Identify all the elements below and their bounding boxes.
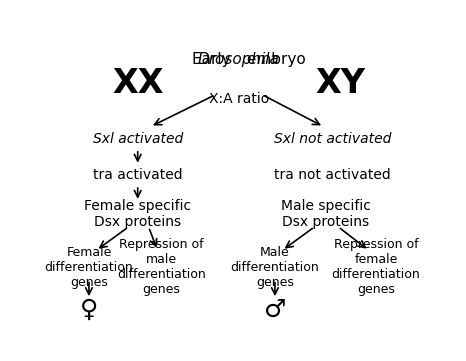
Text: Repression of
female
differentiation
genes: Repression of female differentiation gen…	[332, 238, 420, 296]
Text: Drosophila: Drosophila	[198, 52, 280, 67]
Text: Repression of
male
differentiation
genes: Repression of male differentiation genes	[117, 238, 206, 296]
Text: Early: Early	[192, 52, 239, 67]
Text: Male specific
Dsx proteins: Male specific Dsx proteins	[281, 199, 370, 229]
Text: Sxl activated: Sxl activated	[93, 132, 183, 146]
Text: Female
differentiation
genes: Female differentiation genes	[45, 245, 133, 288]
Text: XX: XX	[112, 67, 164, 100]
Text: Sxl not activated: Sxl not activated	[274, 132, 391, 146]
Text: Male
differentiation
genes: Male differentiation genes	[231, 245, 319, 288]
Text: X:A ratio: X:A ratio	[209, 92, 269, 106]
Text: XY: XY	[315, 67, 365, 100]
Text: Female specific
Dsx proteins: Female specific Dsx proteins	[84, 199, 191, 229]
Text: ♀: ♀	[80, 298, 98, 322]
Text: embryo: embryo	[239, 52, 306, 67]
Text: ♂: ♂	[264, 298, 286, 322]
Text: tra not activated: tra not activated	[274, 168, 391, 182]
Text: tra activated: tra activated	[93, 168, 183, 182]
